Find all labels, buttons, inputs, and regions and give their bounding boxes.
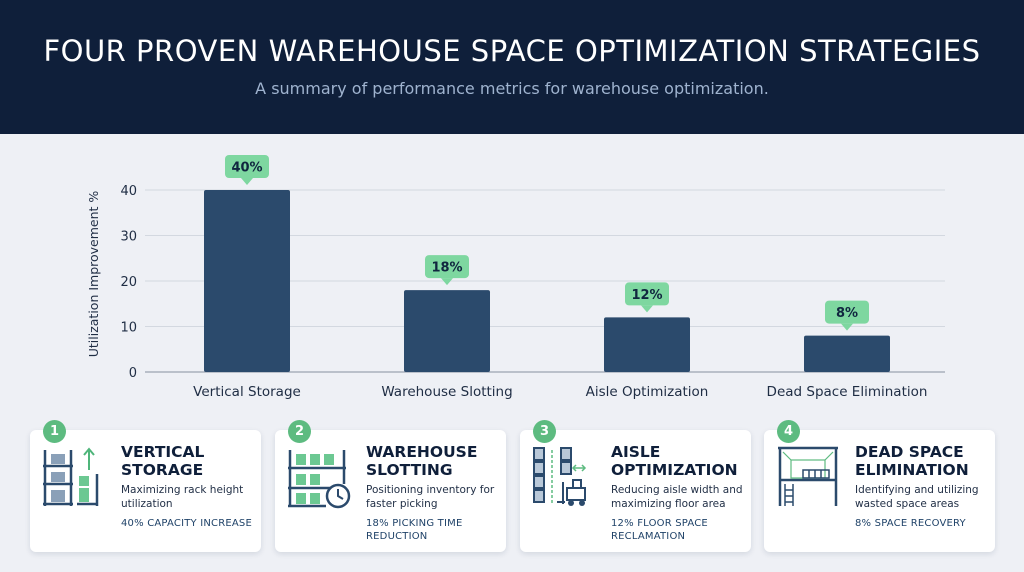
vertical-rack-icon xyxy=(43,447,99,506)
card-metric: 18% PICKING TIME REDUCTION xyxy=(366,518,463,542)
page-title: FOUR PROVEN WAREHOUSE SPACE OPTIMIZATION… xyxy=(43,34,981,68)
bar xyxy=(604,317,690,372)
x-tick-label: Dead Space Elimination xyxy=(767,384,928,400)
bar xyxy=(804,335,890,372)
x-tick-label: Aisle Optimization xyxy=(586,384,709,400)
card-metric: 40% CAPACITY INCREASE xyxy=(121,518,252,529)
bar xyxy=(204,190,290,372)
card-title: AISLE OPTIMIZATION xyxy=(611,443,738,479)
strategy-card-3: 3 AISLE OPTIMIZATION Reducing aisle widt… xyxy=(520,420,751,552)
svg-text:12%: 12% xyxy=(631,288,662,303)
data-label: 8% xyxy=(825,300,869,331)
strategy-card-2: 2 WAREHOUSE SLOTTING Positioning invento… xyxy=(275,420,506,552)
card-title: WAREHOUSE SLOTTING xyxy=(366,443,478,479)
y-tick-label: 40 xyxy=(120,184,137,199)
bar xyxy=(404,290,490,372)
svg-text:8%: 8% xyxy=(836,306,858,321)
card-metric: 12% FLOOR SPACE RECLAMATION xyxy=(611,518,708,542)
page-subtitle: A summary of performance metrics for war… xyxy=(255,79,769,98)
data-label: 40% xyxy=(225,155,269,185)
data-label: 12% xyxy=(625,282,669,313)
card-number-badge: 1 xyxy=(43,420,66,443)
card-metric: 8% SPACE RECOVERY xyxy=(855,518,966,529)
y-axis-label: Utilization Improvement % xyxy=(86,191,101,358)
card-number-badge: 2 xyxy=(288,420,311,443)
bar-chart: 0 10 20 30 40 Vertical Storage 40% Warehouse S… xyxy=(86,155,945,400)
card-description: Positioning inventory for faster picking xyxy=(366,484,495,510)
x-tick-label: Vertical Storage xyxy=(193,384,301,400)
header-banner: FOUR PROVEN WAREHOUSE SPACE OPTIMIZATION… xyxy=(0,0,1024,134)
card-description: Reducing aisle width and maximizing floo… xyxy=(611,484,743,510)
card-title: DEAD SPACE ELIMINATION xyxy=(855,443,969,479)
card-number-badge: 3 xyxy=(533,420,556,443)
svg-text:18%: 18% xyxy=(431,261,462,276)
y-tick-label: 10 xyxy=(120,321,137,336)
data-label: 18% xyxy=(425,255,469,286)
aisle-forklift-icon xyxy=(533,447,587,506)
y-tick-label: 0 xyxy=(129,366,137,381)
card-description: Maximizing rack height utilization xyxy=(121,484,244,510)
strategy-card-4: 4 DEAD SPACE ELIMINATION Identifying and… xyxy=(764,420,995,552)
y-tick-label: 20 xyxy=(120,275,137,290)
dead-space-icon xyxy=(778,446,838,506)
y-tick-label: 30 xyxy=(120,230,137,245)
svg-text:40%: 40% xyxy=(231,161,262,176)
card-description: Identifying and utilizing wasted space a… xyxy=(855,484,979,510)
shelf-clock-icon xyxy=(288,450,351,509)
x-tick-label: Warehouse Slotting xyxy=(381,384,512,400)
card-title: VERTICAL STORAGE xyxy=(121,443,205,479)
card-number-badge: 4 xyxy=(777,420,800,443)
strategy-card-1: 1 VERTICAL STORAGE Maximizing rack heigh… xyxy=(30,420,261,552)
